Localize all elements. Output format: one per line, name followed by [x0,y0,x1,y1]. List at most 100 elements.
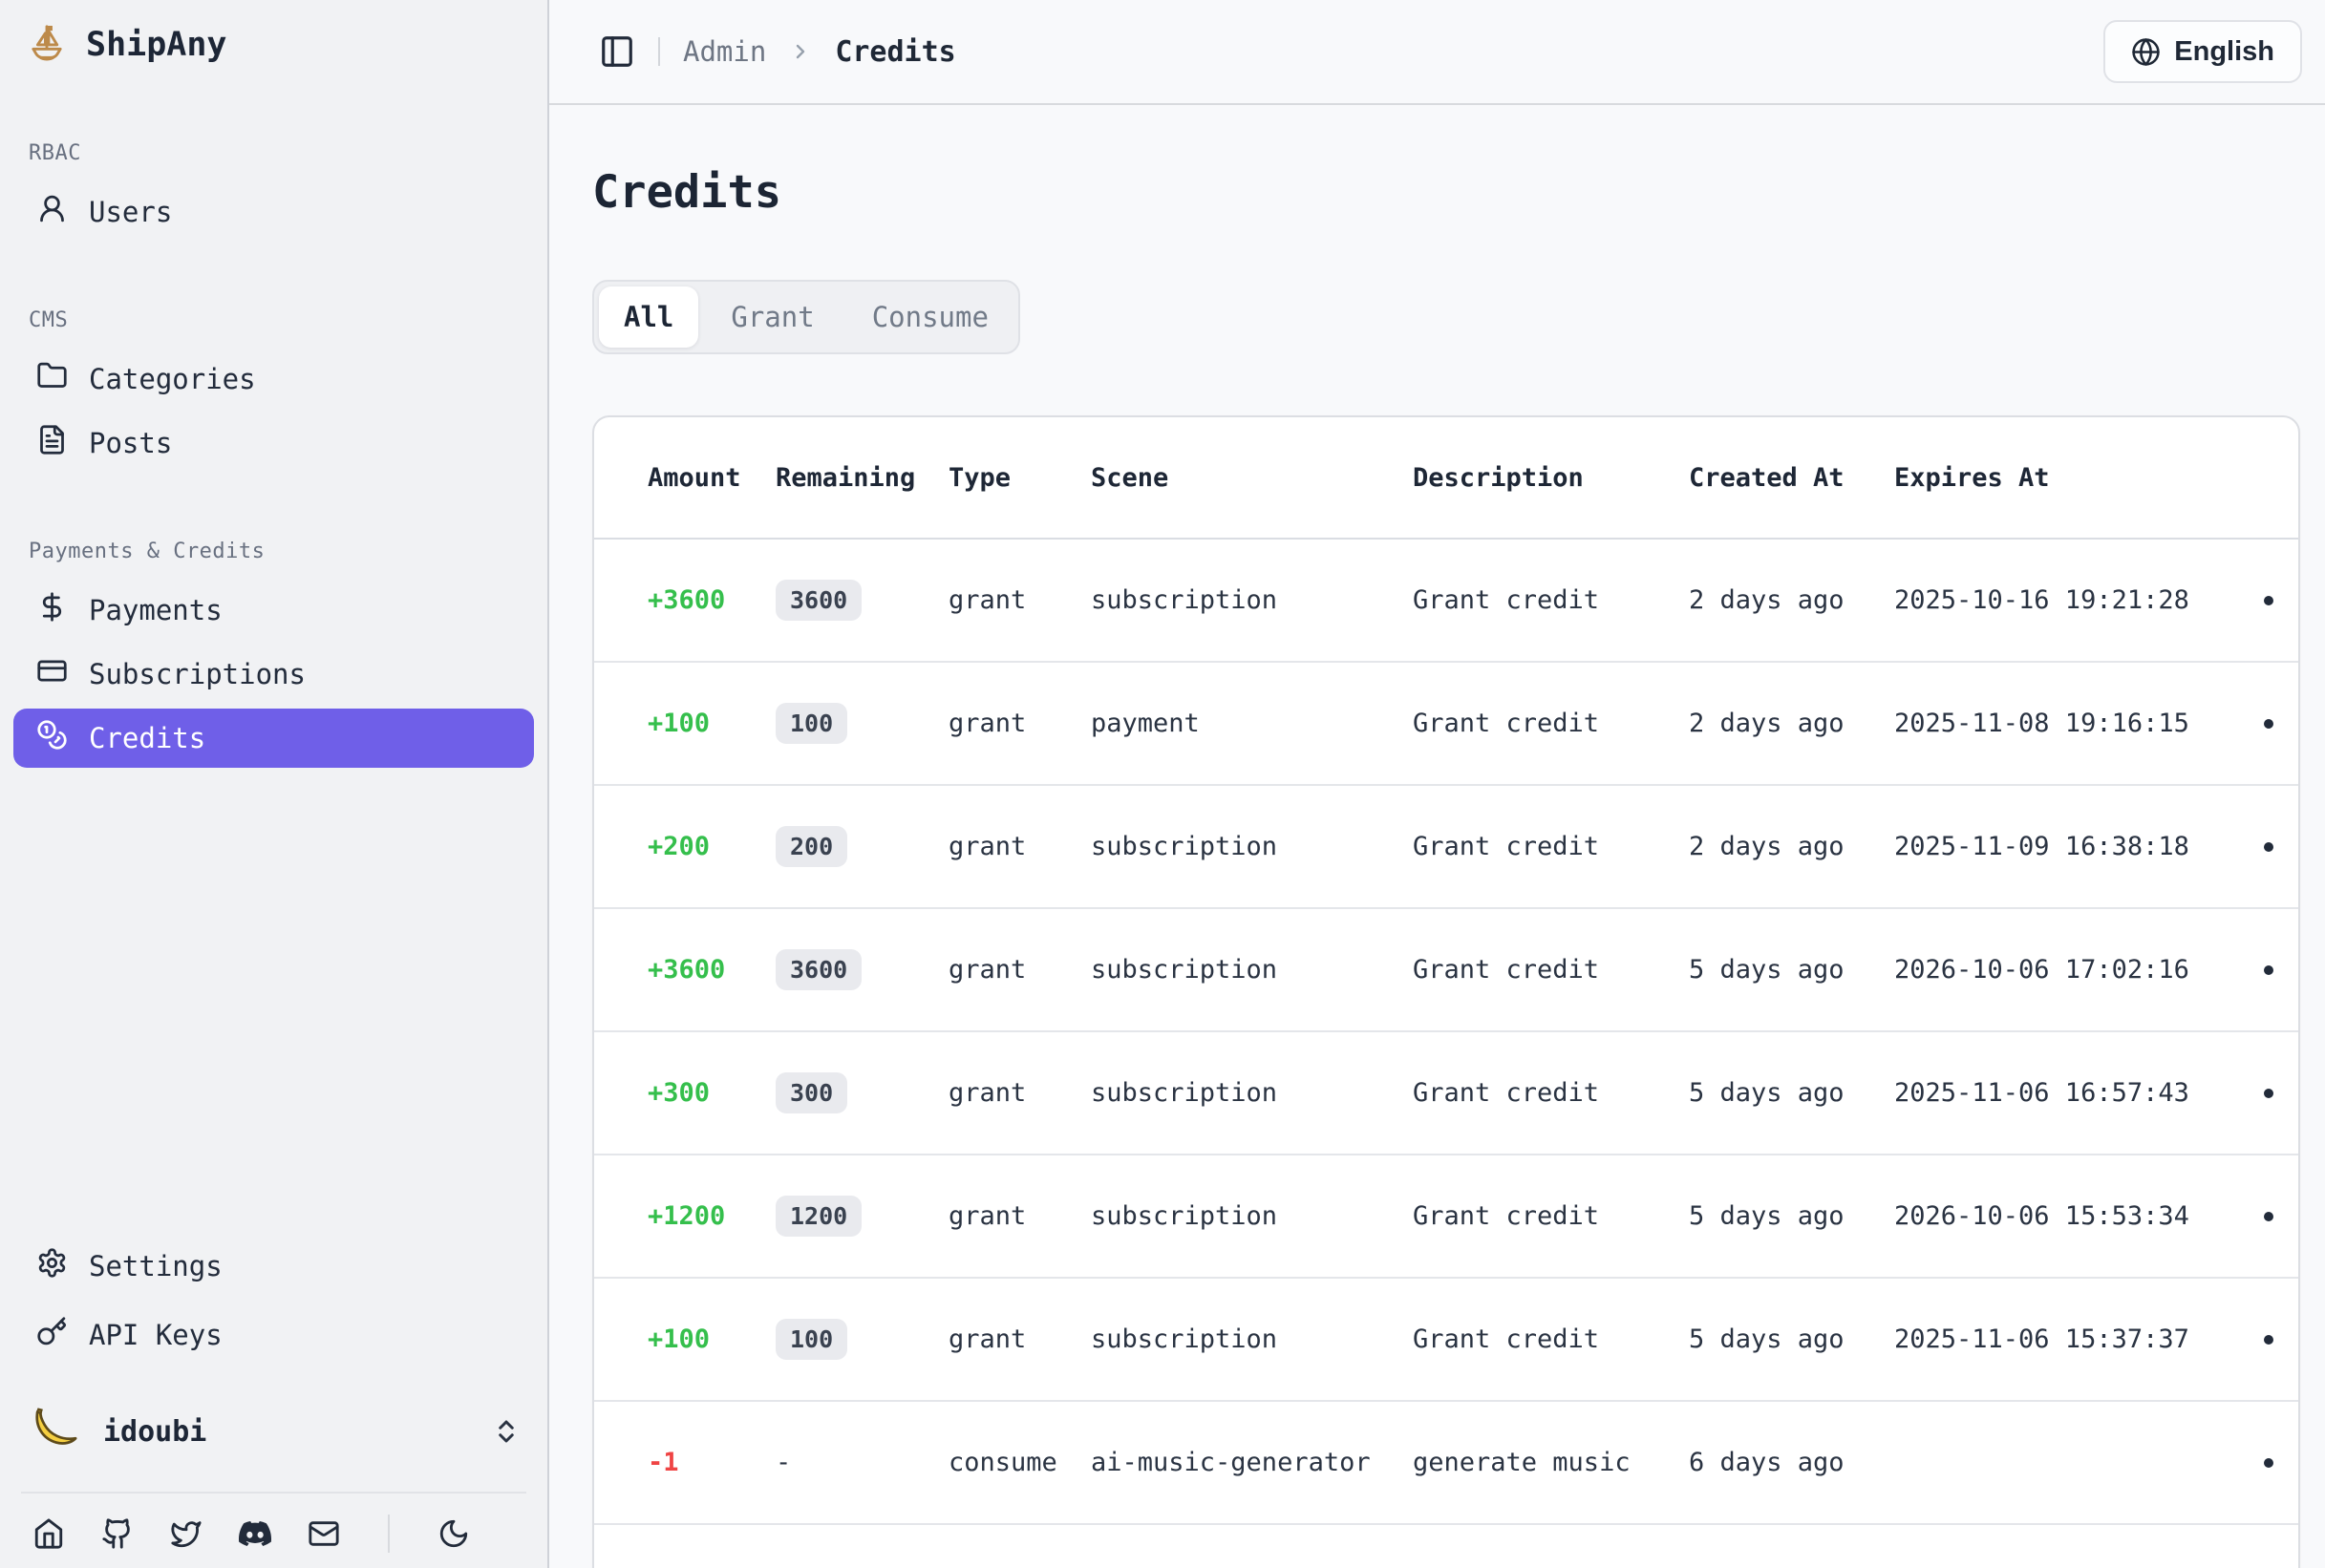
remaining-badge: 100 [776,1319,848,1360]
twitter-icon[interactable] [170,1517,203,1550]
sidebar-item-users[interactable]: Users [13,182,534,242]
table-header: Amount Remaining Type Scene Description Creat… [594,417,2298,540]
language-button[interactable]: English [2103,20,2302,83]
sidebar-section-rbac: RBAC Users [13,141,534,242]
dollar-icon [36,591,68,629]
type-cell: grant [949,832,1027,861]
sidebar-item-label: Categories [89,363,256,395]
table-row: +100 100 grant subscription Grant credit 5 da… [594,1279,2298,1402]
remaining-badge: 3600 [776,580,863,621]
sidebar-item-subscriptions[interactable]: Subscriptions [13,645,534,704]
sidebar-item-payments[interactable]: Payments [13,581,534,640]
user-icon [36,193,68,231]
sidebar-item-api-keys[interactable]: API Keys [13,1305,534,1365]
description-cell: Grant credit [1413,1324,1600,1354]
user-menu[interactable]: idoubi [13,1396,534,1467]
sidebar-footer: Settings API Keys idoubi [13,1232,534,1558]
remaining-cell: - [776,1448,792,1477]
tab-consume[interactable]: Consume [871,301,989,333]
amount-cell: +100 [648,709,711,738]
remaining-cell: 100 [776,703,949,744]
sidebar-item-label: Credits [89,722,206,754]
row-actions-dot[interactable] [2264,1211,2273,1221]
key-icon [36,1316,68,1354]
banana-avatar [27,1404,82,1459]
scene-cell: subscription [1091,832,1278,861]
sidebar-item-label: Users [89,196,173,228]
row-actions-dot[interactable] [2264,718,2273,729]
description-cell: Grant credit [1413,585,1600,615]
scene-cell: subscription [1091,1078,1278,1108]
tab-grant[interactable]: Grant [731,301,815,333]
row-actions-dot[interactable] [2264,1088,2273,1098]
sidebar-section-payments-credits: Payments & Credits Payments Subscription… [13,540,534,768]
sidebar-item-label: Subscriptions [89,658,306,690]
table-row: +3600 3600 grant subscription Grant credit 2 … [594,540,2298,663]
row-actions-dot[interactable] [2264,595,2273,605]
github-icon[interactable] [101,1517,134,1550]
scene-cell: subscription [1091,955,1278,985]
type-cell: grant [949,1201,1027,1231]
row-actions [2264,1088,2298,1098]
remaining-badge: 1200 [776,1196,863,1237]
sidebar-nav: RBAC Users CMS Categories [13,74,534,773]
table-row: -1 - consume ai-music-generator generate mus… [594,1402,2298,1525]
sidebar-item-categories[interactable]: Categories [13,350,534,409]
mail-icon[interactable] [308,1517,340,1550]
moon-icon[interactable] [437,1517,470,1550]
table-row: +100 100 grant payment Grant credit 2 days ag… [594,663,2298,786]
remaining-cell: 3600 [776,949,949,990]
remaining-cell: 100 [776,1319,949,1360]
chevron-right-icon [789,40,812,63]
description-cell: Grant credit [1413,1078,1600,1108]
tab-all[interactable]: All [599,286,699,348]
row-actions-dot[interactable] [2264,1334,2273,1345]
page-content: Credits All Grant Consume Amount Remainin… [549,105,2325,1568]
row-actions-dot[interactable] [2264,1457,2273,1468]
expires-at-cell: 2025-11-06 16:57:43 [1894,1078,2189,1108]
breadcrumb-current: Credits [835,34,956,69]
expires-at-cell: 2025-11-09 16:38:18 [1894,832,2189,861]
created-at-cell: 5 days ago [1689,1201,1845,1231]
home-icon[interactable] [32,1517,65,1550]
sidebar-item-settings[interactable]: Settings [13,1237,534,1296]
brand[interactable]: ShipAny [13,15,534,74]
created-at-cell: 2 days ago [1689,709,1845,738]
row-actions [2264,718,2298,729]
sidebar-item-credits[interactable]: Credits [13,709,534,768]
created-at-cell: 5 days ago [1689,1078,1845,1108]
description-cell: Grant credit [1413,709,1600,738]
chevrons-up-down-icon [492,1417,521,1446]
row-actions-dot[interactable] [2264,841,2273,852]
row-actions [2264,1334,2298,1345]
table-row: +3600 3600 grant subscription Grant credit 5 … [594,909,2298,1032]
sidebar-item-label: Settings [89,1250,223,1282]
created-at-cell: 5 days ago [1689,1324,1845,1354]
gear-icon [36,1247,68,1285]
sidebar-divider [21,1492,526,1494]
top-bar: Admin Credits English [549,0,2325,105]
description-cell: Grant credit [1413,1201,1600,1231]
expires-at-cell: 2026-10-06 17:02:16 [1894,955,2189,985]
remaining-badge: 200 [776,826,848,867]
folder-icon [36,360,68,398]
row-actions [2264,1457,2298,1468]
scene-cell: subscription [1091,585,1278,615]
user-name: idoubi [103,1414,207,1449]
amount-cell: +1200 [648,1201,726,1231]
column-header: Amount [648,462,741,493]
credits-table-card: Amount Remaining Type Scene Description Creat… [592,415,2300,1568]
breadcrumb-divider [658,37,660,66]
sidebar-item-posts[interactable]: Posts [13,413,534,473]
description-cell: generate music [1413,1448,1631,1477]
footer-divider [388,1515,390,1553]
breadcrumb-admin[interactable]: Admin [683,35,767,68]
row-actions-dot[interactable] [2264,964,2273,975]
remaining-badge: 300 [776,1072,848,1113]
column-header: Description [1413,462,1584,493]
sidebar-section-cms: CMS Categories Posts [13,308,534,473]
created-at-cell: 6 days ago [1689,1448,1845,1477]
panel-left-icon[interactable] [599,33,635,70]
discord-icon[interactable] [239,1517,271,1550]
